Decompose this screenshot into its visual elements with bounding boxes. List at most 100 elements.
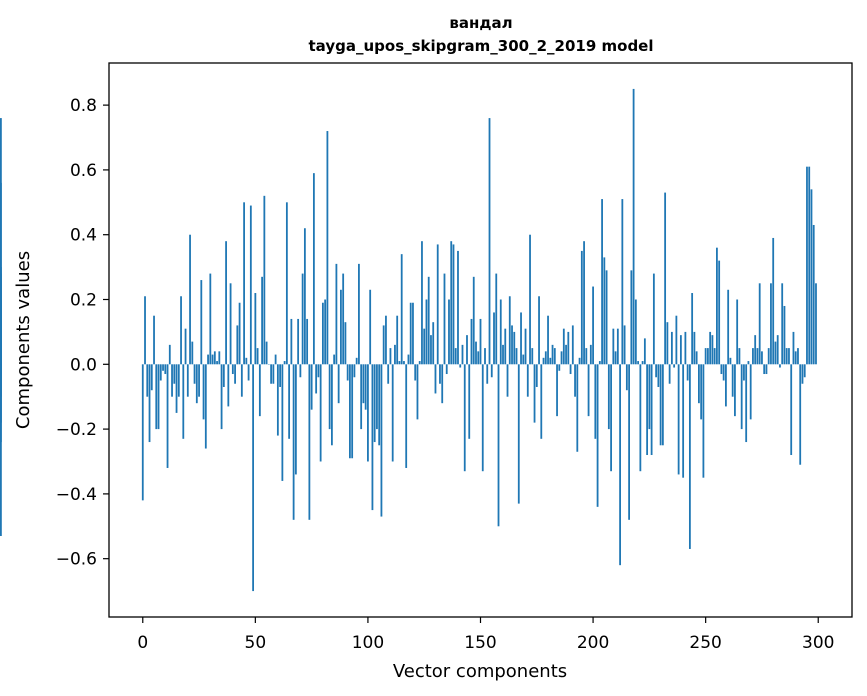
bar-175: [535, 364, 538, 387]
y-tick-label: 0.8: [70, 96, 97, 116]
bar-253: [711, 335, 714, 365]
bar-192: [574, 364, 576, 397]
bar-29: [207, 354, 209, 365]
bar-227: [652, 273, 655, 365]
bar-219: [634, 299, 637, 365]
bar-209: [612, 328, 615, 365]
bar-208: [610, 364, 612, 472]
bar-71: [301, 273, 304, 365]
bar-239: [679, 335, 682, 365]
bar-82: [326, 131, 329, 365]
bar-146: [470, 318, 473, 365]
bar-138: [452, 244, 455, 365]
bar-206: [605, 270, 608, 365]
bar-267: [743, 364, 745, 381]
bar-77: [315, 364, 318, 394]
bar-177: [540, 364, 543, 439]
bar-246: [695, 351, 698, 365]
bar-195: [580, 250, 583, 365]
bar-12: [168, 344, 171, 365]
bar-125: [423, 328, 426, 365]
bar-181: [549, 357, 552, 365]
bar-137: [450, 241, 453, 365]
bar-154: [488, 118, 491, 365]
bar-191: [571, 325, 574, 365]
bar-30: [209, 273, 212, 365]
bar-24: [195, 364, 198, 404]
bar-277: [765, 364, 768, 375]
x-axis-label: Vector components: [393, 661, 567, 682]
bar-156: [493, 312, 495, 365]
bar-44: [240, 364, 243, 397]
bar-165: [513, 331, 516, 365]
bar-197: [585, 348, 588, 365]
bar-94: [353, 364, 356, 378]
bar-112: [394, 344, 396, 365]
bar-130: [434, 364, 437, 394]
bar-199: [589, 344, 592, 365]
bar-249: [702, 364, 705, 478]
bar-243: [688, 364, 691, 549]
bar-160: [502, 344, 504, 365]
bar-296: [808, 166, 811, 365]
bar-115: [400, 254, 403, 365]
bar-214: [623, 325, 626, 365]
bar-233: [666, 322, 669, 365]
bar-65: [288, 364, 291, 439]
bar-114: [398, 361, 401, 365]
bar-207: [607, 364, 610, 430]
bar-73: [306, 318, 309, 365]
bar-264: [736, 299, 739, 365]
bar-173: [531, 348, 534, 365]
bar-294: [803, 364, 806, 378]
bar-172: [529, 234, 531, 365]
bar-295: [806, 166, 808, 365]
bar-104: [376, 364, 378, 430]
y-tick-label: −0.6: [56, 550, 97, 570]
bar-179: [544, 351, 547, 365]
bar-131: [436, 244, 439, 365]
bar-176: [538, 296, 540, 365]
bar-215: [625, 364, 628, 391]
bar-78: [317, 364, 320, 378]
bar-221: [639, 364, 642, 472]
bar-93: [351, 364, 354, 459]
bar-53: [261, 276, 263, 365]
bar-10: [164, 364, 167, 375]
bar-3: [148, 364, 151, 443]
y-tick-label: 0.0: [70, 355, 97, 375]
bar-72: [303, 228, 306, 365]
bar-284: [781, 283, 784, 365]
x-tick-label: 300: [802, 633, 834, 653]
x-tick-label: 200: [577, 633, 609, 653]
bar-7: [157, 364, 160, 430]
bar-97: [360, 364, 363, 430]
bar-178: [542, 357, 545, 365]
bar-45: [243, 202, 245, 365]
bar-222: [641, 361, 644, 365]
bar-268: [745, 364, 748, 443]
chart-title: вандал: [449, 14, 512, 32]
bar-281: [774, 341, 777, 365]
bar-245: [693, 331, 696, 365]
bar-289: [792, 331, 795, 365]
bar-170: [524, 328, 527, 365]
bar-223: [643, 338, 646, 365]
x-tick-label: 100: [352, 633, 384, 653]
bar-298: [812, 224, 815, 365]
bar-234: [668, 364, 671, 384]
bar-297: [810, 189, 813, 365]
bar-180: [547, 315, 549, 365]
bar-35: [220, 364, 223, 430]
bar-42: [236, 325, 239, 365]
bar-62: [281, 364, 284, 481]
bar-28: [204, 364, 207, 449]
y-tick-label: 0.6: [70, 161, 97, 181]
bar-41: [234, 364, 236, 384]
bar-67: [292, 364, 295, 520]
bar-25: [198, 364, 200, 397]
bar-279: [770, 283, 772, 365]
bar-202: [596, 364, 599, 507]
bar-17: [180, 296, 182, 365]
bar-27: [202, 364, 205, 420]
